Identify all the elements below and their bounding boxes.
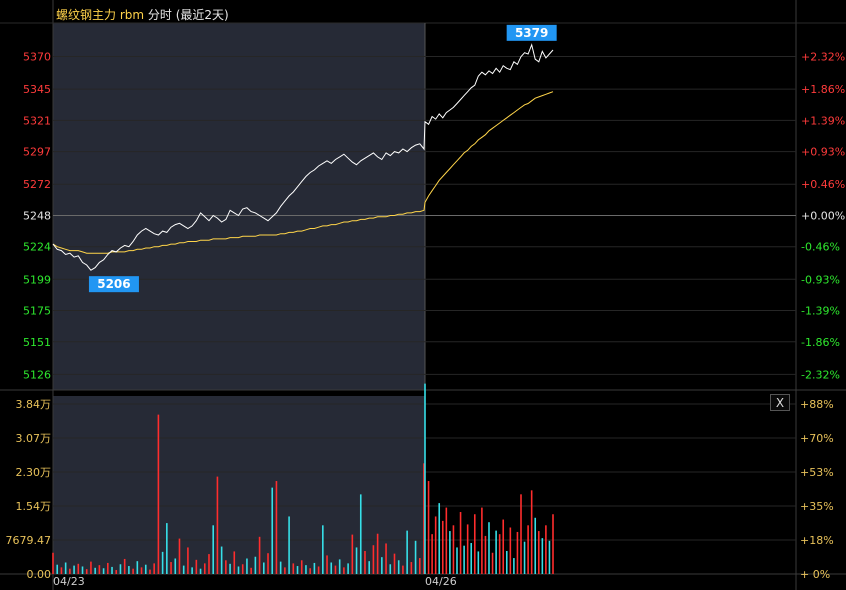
volume-pct-label: +35%: [800, 500, 834, 513]
pct-tick-label: -1.86%: [801, 336, 840, 349]
price-tick-label: 5297: [23, 146, 51, 159]
pct-tick-label: +0.46%: [801, 178, 845, 191]
max-price-badge: 5379: [515, 26, 548, 40]
pct-tick-label: +0.93%: [801, 146, 845, 159]
price-tick-label: 5224: [23, 241, 51, 254]
date-label: 04/23: [53, 575, 85, 588]
max-price-badge-bg: [506, 24, 557, 41]
price-tick-label: 5248: [23, 209, 51, 222]
volume-tick-label: 0.00: [27, 568, 52, 581]
avg-price-line: [52, 91, 554, 254]
min-price-badge-bg: [88, 276, 139, 293]
volume-pct-label: +70%: [800, 432, 834, 445]
time-mode: 分时 (最近2天): [147, 8, 229, 22]
min-price-badge: 5206: [97, 277, 130, 291]
price-tick-label: 5321: [23, 114, 51, 127]
day1-shade-price: [53, 23, 425, 390]
price-tick-label: 5370: [23, 51, 51, 64]
volume-pct-label: +53%: [800, 466, 834, 479]
volume-tick-label: 3.07万: [16, 432, 52, 445]
price-tick-label: 5272: [23, 178, 51, 191]
pct-tick-label: +2.32%: [801, 51, 845, 64]
price-tick-label: 5126: [23, 368, 51, 381]
pct-tick-label: -1.39%: [801, 305, 840, 318]
volume-tick-label: 2.30万: [16, 466, 52, 479]
price-tick-label: 5199: [23, 273, 51, 286]
volume-pct-label: +88%: [800, 398, 834, 411]
pct-tick-label: -0.93%: [801, 273, 840, 286]
volume-pct-label: +18%: [800, 534, 834, 547]
volume-tick-label: 7679.47: [6, 534, 52, 547]
volume-tick-label: 1.54万: [16, 500, 52, 513]
instrument-name: 螺纹钢主力 rbm: [56, 8, 145, 22]
price-tick-label: 5175: [23, 305, 51, 318]
pct-tick-label: +1.86%: [801, 83, 845, 96]
close-volume-button[interactable]: X: [770, 394, 790, 411]
volume-pct-label: + 0%: [800, 568, 830, 581]
pct-tick-label: -0.46%: [801, 241, 840, 254]
pct-tick-label: -2.32%: [801, 368, 840, 381]
day1-shade-volume: [53, 396, 425, 574]
pct-tick-label: +0.00%: [801, 209, 845, 222]
pct-tick-label: +1.39%: [801, 114, 845, 127]
price-tick-label: 5151: [23, 336, 51, 349]
price-line: [52, 43, 554, 271]
volume-tick-label: 3.84万: [16, 398, 52, 411]
chart-title: 螺纹钢主力 rbm 分时 (最近2天): [56, 6, 229, 23]
date-label: 04/26: [425, 575, 457, 588]
price-tick-label: 5345: [23, 83, 51, 96]
